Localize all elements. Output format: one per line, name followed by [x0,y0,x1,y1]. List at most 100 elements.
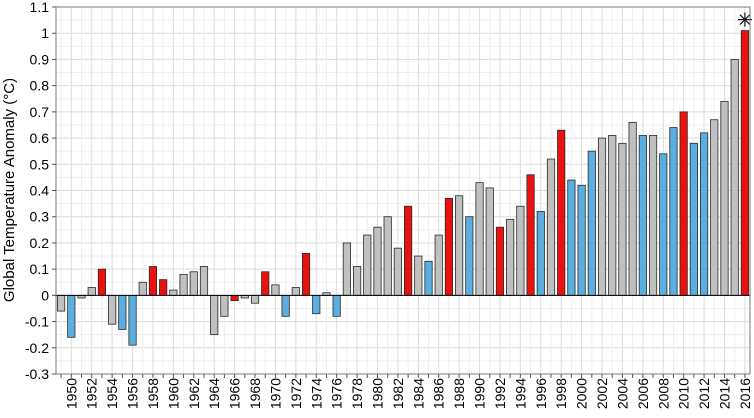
bar-2014 [720,100,729,296]
x-tick-label: 1990 [472,378,488,409]
bar-2015 [730,59,739,296]
bar-1993 [506,218,515,296]
bar-1969 [261,271,270,296]
bar-1996 [536,211,545,296]
bar-1959 [159,279,168,296]
x-tick-label: 1988 [451,378,467,409]
bar-1950 [67,294,76,338]
x-tick-label: 1972 [288,378,304,409]
x-tick-label: 1992 [492,378,508,409]
bar-1961 [179,273,188,296]
bar-1963 [199,266,209,296]
bar-1987 [444,197,453,296]
bar-1960 [169,289,178,296]
bar-2013 [710,119,719,296]
x-tick-label: 1952 [84,378,100,409]
bar-1992 [495,226,505,296]
y-tick-label: 0.4 [30,183,50,199]
y-tick-label: -0.3 [25,366,49,382]
x-tick-label: 2004 [614,378,630,409]
x-tick-label: 1954 [104,378,120,409]
bar-1965 [220,294,229,317]
y-tick-label: 1.1 [30,0,50,15]
x-tick-label: 2010 [676,378,692,409]
y-tick-label: 0.6 [30,130,50,146]
bar-1964 [210,294,219,336]
bar-1952 [87,287,96,296]
bar-1985 [424,260,433,296]
bar-2011 [689,142,698,296]
x-tick-label: 2012 [696,378,712,409]
bar-2002 [597,137,607,296]
bar-1956 [128,294,137,346]
bar-1999 [567,179,576,296]
x-tick-label: 1976 [329,378,345,409]
bar-1982 [393,247,402,296]
bar-1994 [516,205,525,296]
y-axis-label: Global Temperature Anomaly (°C) [1,78,18,302]
x-tick-label: 1970 [267,378,283,409]
bar-1953 [97,268,106,296]
x-tick-label: 2008 [655,378,671,409]
bar-2006 [638,135,647,296]
x-tick-label: 1980 [369,378,385,409]
bar-1966 [230,294,239,301]
bar-1958 [148,266,158,296]
y-tick-label: -0.1 [25,314,49,330]
y-tick-label: 0.9 [30,51,50,67]
bar-1989 [465,216,474,296]
bar-2004 [618,142,627,296]
x-tick-label: 2014 [716,378,732,409]
x-tick-label: 2006 [635,378,651,409]
y-tick-label: -0.2 [25,340,49,356]
x-tick-label: 1950 [63,378,79,409]
x-tick-label: 1964 [206,378,222,409]
bar-2012 [700,132,709,296]
y-tick-label: 0.3 [30,209,50,225]
bar-1973 [301,253,311,296]
bar-1968 [250,294,260,304]
bar-1998 [557,129,566,296]
bar-2003 [608,135,617,296]
bar-1972 [291,287,300,296]
bar-1977 [342,242,351,296]
y-tick-label: 1 [41,25,49,41]
bar-1988 [455,195,464,296]
bar-1971 [281,294,290,317]
bar-2016 [740,30,749,296]
x-tick-label: 2000 [574,378,590,409]
x-tick-label: 1982 [390,378,406,409]
y-tick-label: 0.7 [30,104,50,120]
x-tick-label: 1984 [410,378,426,409]
x-tick-label: 1998 [553,378,569,409]
x-tick-label: 1968 [247,378,263,409]
x-tick-label: 1986 [431,378,447,409]
x-tick-label: 1962 [186,378,202,409]
bar-1974 [312,294,321,315]
y-tick-label: 0.2 [30,235,50,251]
x-tick-label: 2002 [594,378,610,409]
x-tick-label: 1958 [145,378,161,409]
bar-1986 [434,234,443,296]
bar-2008 [659,153,668,296]
bar-1979 [363,234,372,296]
bar-2005 [628,121,637,296]
bar-1970 [271,284,280,296]
bar-1980 [373,226,382,296]
bar-1991 [485,187,494,296]
x-tick-label: 1978 [349,378,365,409]
x-tick-label: 1956 [125,378,141,409]
bar-1990 [475,182,484,296]
bar-1997 [546,158,556,296]
y-tick-label: 0.1 [30,261,50,277]
bar-1983 [404,205,413,296]
bar-1955 [118,294,127,330]
x-tick-label: 1966 [227,378,243,409]
bar-1978 [352,266,362,296]
bar-1954 [108,294,117,325]
asterisk-stroke [739,14,751,25]
bar-1984 [414,255,423,296]
bar-2010 [679,111,688,296]
